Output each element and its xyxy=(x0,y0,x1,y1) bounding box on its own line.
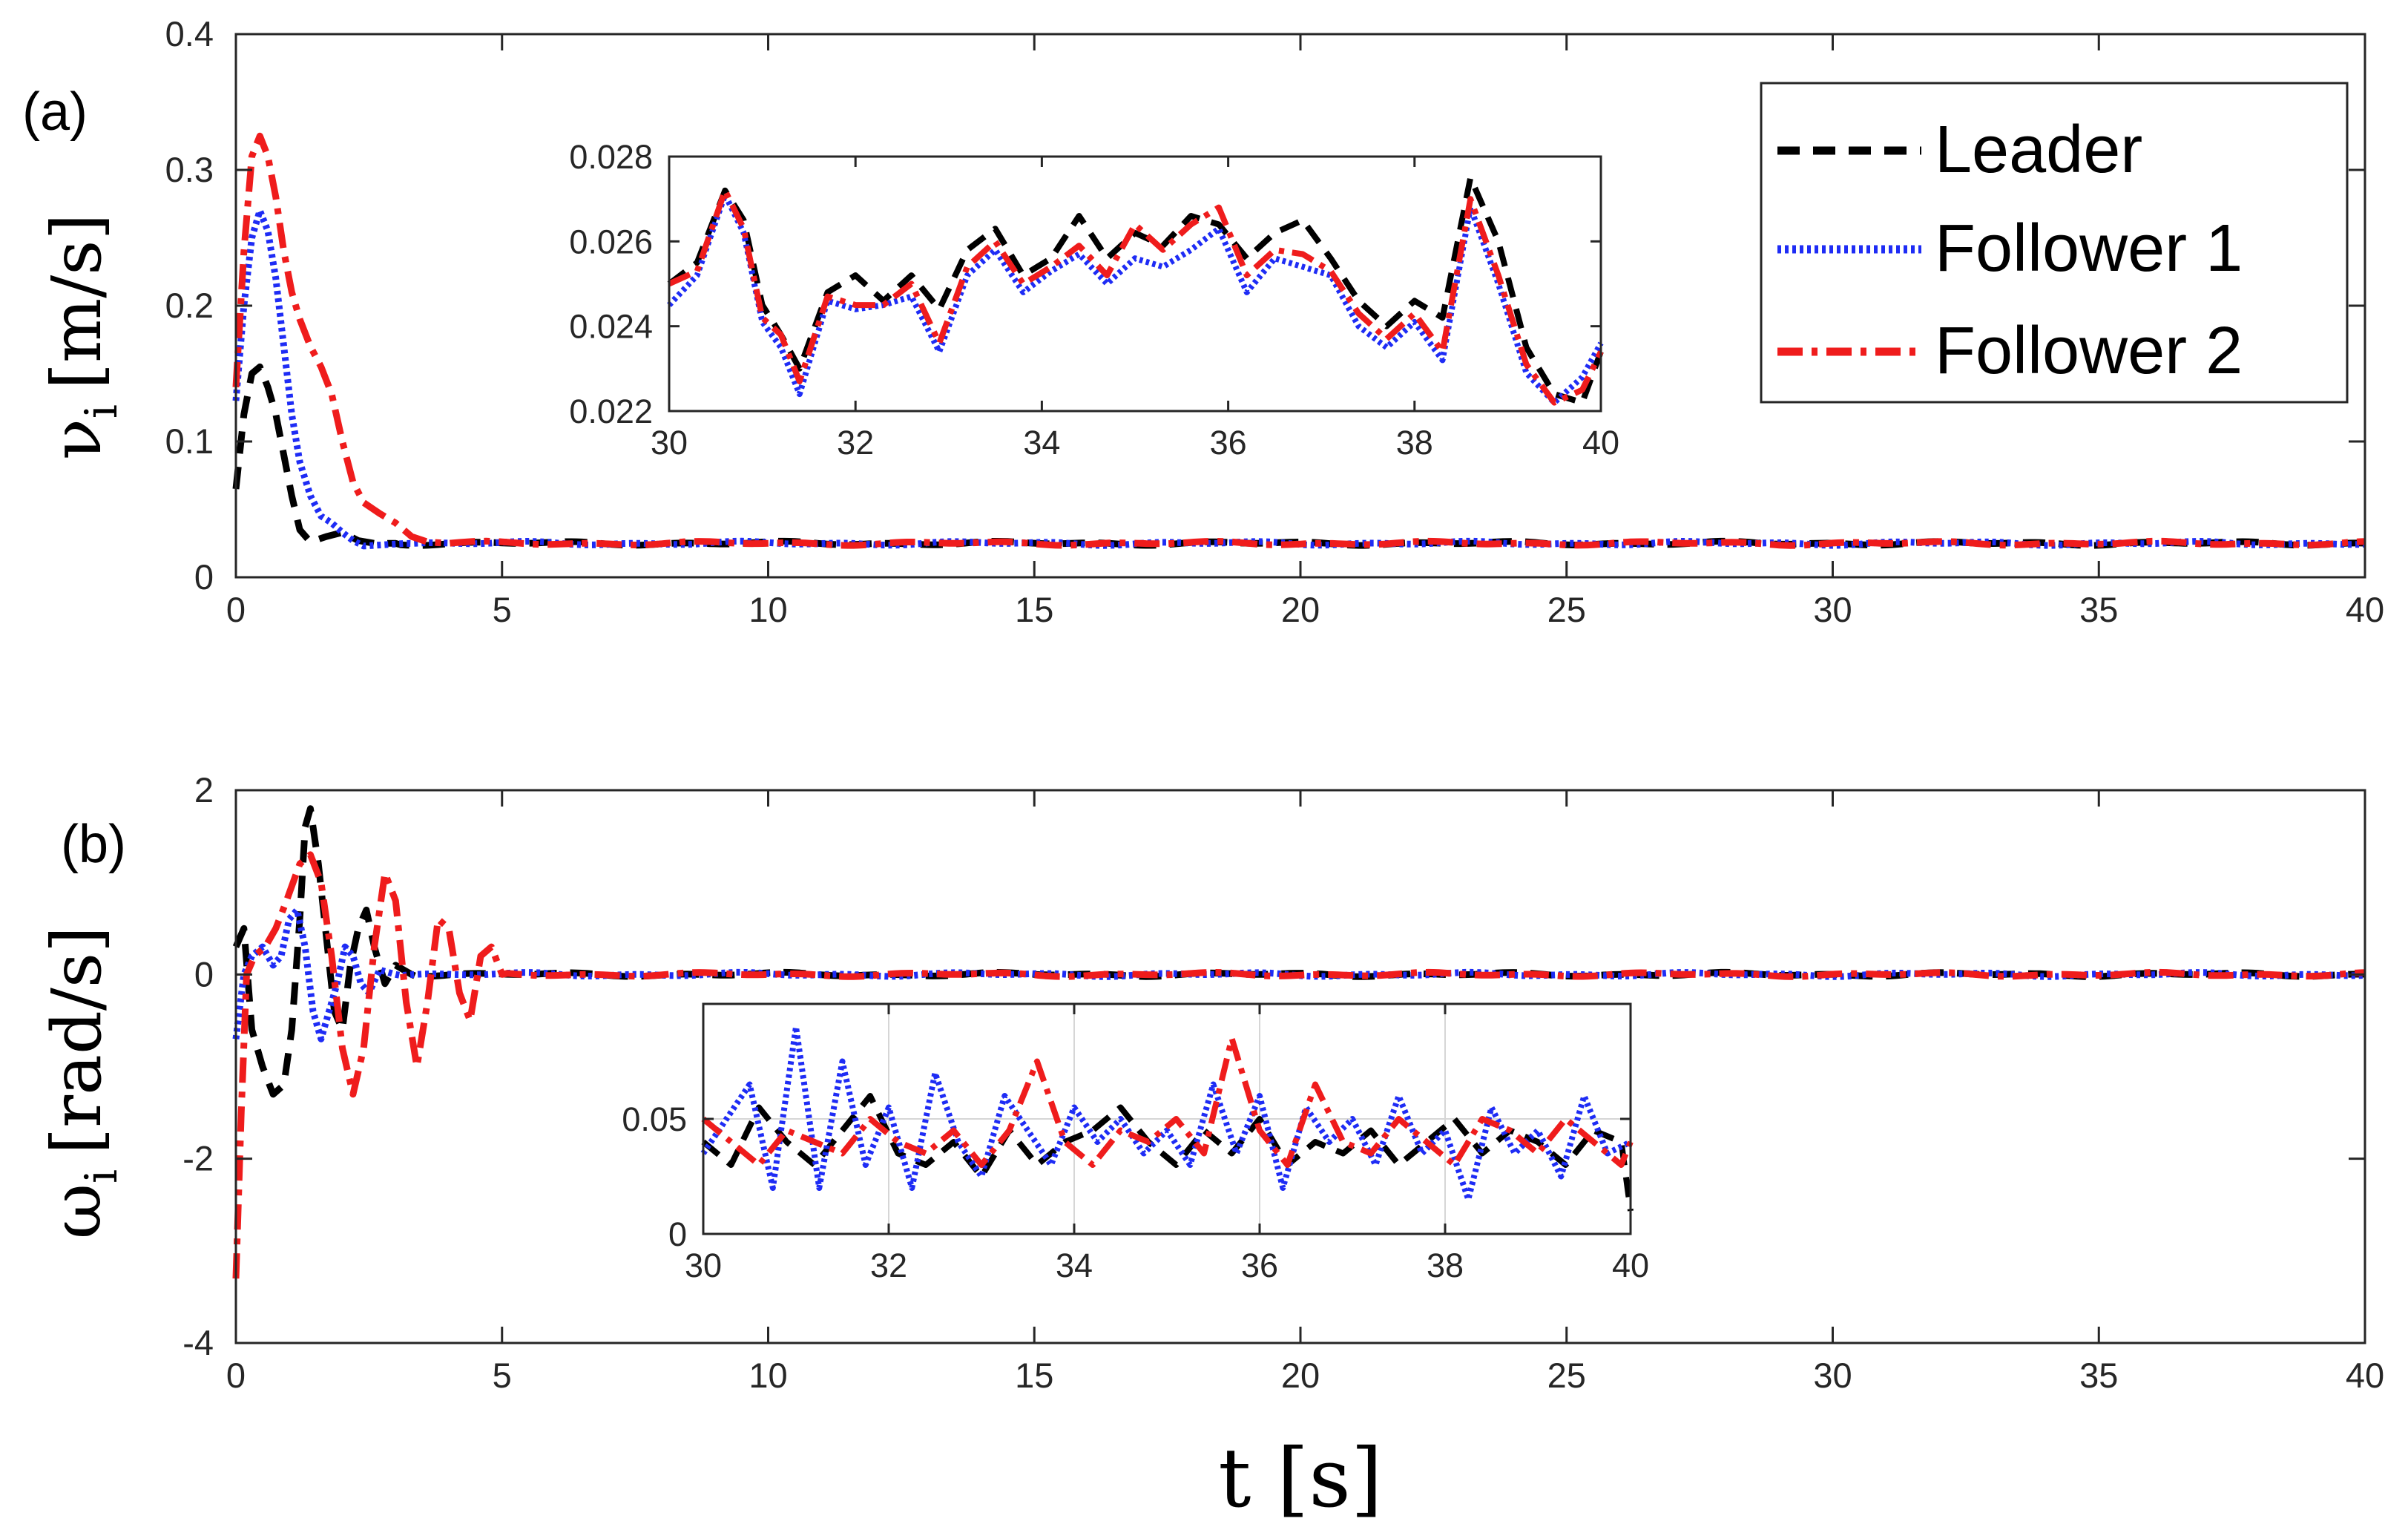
panel-b-angular-velocity: 0 5 10 15 20 25 30 35 40 -4 -2 0 2 (b) ωi[rad/s] t [… xyxy=(37,770,2384,1526)
x-tick-label: 25 xyxy=(1547,590,1586,629)
inset-series-line-follower-1 xyxy=(700,1024,1632,1203)
x-tick-label: 40 xyxy=(1582,424,1619,462)
x-tick-label: 10 xyxy=(749,1356,787,1395)
inset-series-line-follower-2 xyxy=(701,1035,1634,1168)
panel-b-inset-series xyxy=(700,1024,1634,1212)
x-tick-label: 25 xyxy=(1547,1356,1586,1395)
panel-a-frame xyxy=(234,33,2366,579)
panel-a-velocity: 0 5 10 15 20 25 30 35 40 0 0.1 0.2 0.3 0.4 (a) νi[m/s… xyxy=(22,14,2384,629)
panel-a-series xyxy=(232,132,2366,550)
panel-b-ticks: 0 5 10 15 20 25 30 35 40 -4 -2 0 2 xyxy=(182,770,2384,1395)
x-tick-label: 35 xyxy=(2079,1356,2118,1395)
y-tick-label: 0.024 xyxy=(569,308,653,346)
x-tick-label: 32 xyxy=(837,424,874,462)
panel-b-inset-frame xyxy=(702,1002,1632,1235)
x-tick-label: 20 xyxy=(1281,590,1320,629)
y-tick-label: 0.028 xyxy=(569,138,653,176)
x-tick-label: 30 xyxy=(1813,1356,1852,1395)
legend-box xyxy=(1760,82,2349,404)
y-tick-label: 0 xyxy=(194,557,214,597)
x-tick-label: 35 xyxy=(2079,590,2118,629)
y-tick-label: 2 xyxy=(194,770,214,810)
series-line-follower-2 xyxy=(232,132,2366,549)
x-tick-label: 30 xyxy=(1813,590,1852,629)
x-tick-label: 38 xyxy=(1427,1247,1464,1284)
panel-b-frame xyxy=(234,789,2366,1344)
legend-label-follower-2: Follower 2 xyxy=(1935,314,2243,388)
panel-a-inset: 30 32 34 36 38 40 0.022 0.024 0.026 0.028 xyxy=(569,138,1619,462)
legend: Leader Follower 1 Follower 2 xyxy=(1760,82,2349,404)
x-tick-label: 0 xyxy=(226,590,246,629)
inset-series-line-leader xyxy=(701,1093,1634,1212)
y-tick-label: 0.026 xyxy=(569,223,653,260)
x-tick-label: 15 xyxy=(1015,590,1053,629)
x-tick-label: 5 xyxy=(493,590,512,629)
y-tick-label: 0.2 xyxy=(165,286,214,325)
y-tick-label: 0.05 xyxy=(622,1100,687,1138)
inset-series-line-follower-2 xyxy=(668,187,1604,406)
x-tick-label: 36 xyxy=(1241,1247,1278,1284)
panel-a-inset-ticks: 30 32 34 36 38 40 0.022 0.024 0.026 0.028 xyxy=(569,138,1619,462)
x-tick-label: 34 xyxy=(1023,424,1060,462)
x-tick-label: 36 xyxy=(1210,424,1247,462)
legend-label-follower-1: Follower 1 xyxy=(1935,211,2243,286)
x-tick-label: 15 xyxy=(1015,1356,1053,1395)
panel-b-label: (b) xyxy=(61,815,126,874)
x-tick-label: 30 xyxy=(685,1247,722,1284)
y-tick-label: 0.1 xyxy=(165,421,214,461)
legend-item-follower-2: Follower 2 xyxy=(1777,314,2243,388)
y-tick-label: 0.022 xyxy=(569,393,653,430)
x-tick-label: 0 xyxy=(226,1356,246,1395)
legend-item-follower-1: Follower 1 xyxy=(1777,211,2243,286)
y-tick-label: -4 xyxy=(182,1323,214,1362)
x-tick-label: 5 xyxy=(493,1356,512,1395)
series-line-follower-2 xyxy=(232,851,2366,1279)
x-tick-label: 40 xyxy=(2346,590,2384,629)
x-tick-label: 38 xyxy=(1396,424,1433,462)
panel-a-inset-frame xyxy=(668,155,1602,413)
x-tick-label: 40 xyxy=(2346,1356,2384,1395)
panel-b-ylabel: ωi[rad/s] xyxy=(37,926,128,1239)
y-tick-label: 0.4 xyxy=(165,14,214,53)
panel-a-label: (a) xyxy=(22,82,88,142)
x-tick-label: 20 xyxy=(1281,1356,1320,1395)
panel-a-ticks: 0 5 10 15 20 25 30 35 40 0 0.1 0.2 0.3 0.4 xyxy=(165,14,2384,629)
legend-label-leader: Leader xyxy=(1935,113,2142,187)
legend-item-leader: Leader xyxy=(1777,113,2142,187)
y-tick-label: -2 xyxy=(182,1139,214,1178)
y-tick-label: 0 xyxy=(194,954,214,994)
y-tick-label: 0.3 xyxy=(165,150,214,189)
panel-a-ylabel: νi[m/s] xyxy=(37,214,128,460)
panel-b-xlabel: t [s] xyxy=(1218,1431,1382,1526)
x-tick-label: 32 xyxy=(870,1247,907,1284)
panel-a-inset-series xyxy=(667,174,1604,406)
x-tick-label: 34 xyxy=(1056,1247,1093,1284)
y-tick-label: 0 xyxy=(668,1215,687,1253)
x-tick-label: 10 xyxy=(749,590,787,629)
panel-b-inset: 30 32 34 36 38 40 0 0.05 xyxy=(622,1002,1649,1284)
panel-b-series xyxy=(232,805,2366,1279)
x-tick-label: 40 xyxy=(1612,1247,1649,1284)
x-tick-label: 30 xyxy=(651,424,688,462)
